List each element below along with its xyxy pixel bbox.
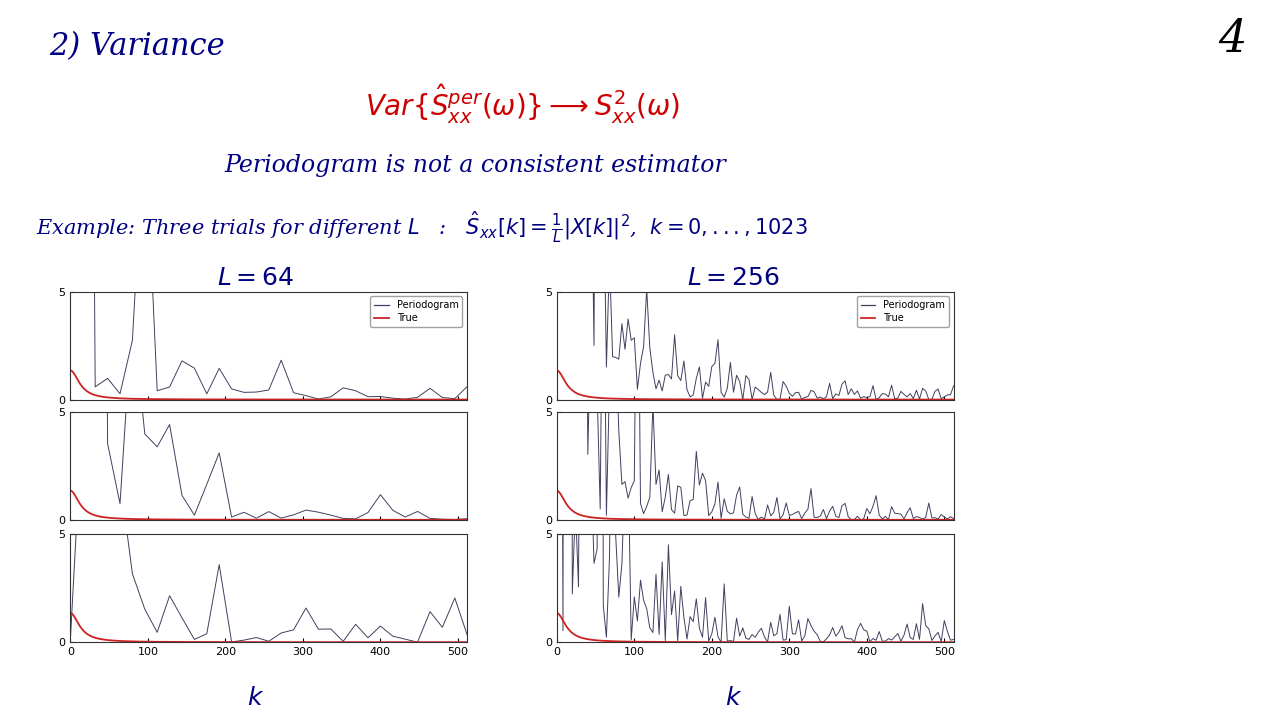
Text: Example: Three trials for different $L$   :   $\hat{S}_{xx}[k]=\frac{1}{L}|X[k]|: Example: Three trials for different $L$ … bbox=[36, 209, 808, 245]
Text: $Var\{\hat{S}_{xx}^{per}(\omega)\} \longrightarrow S_{xx}^{2}(\omega)$: $Var\{\hat{S}_{xx}^{per}(\omega)\} \long… bbox=[365, 82, 680, 127]
Text: 4: 4 bbox=[1219, 18, 1247, 61]
Text: $k$: $k$ bbox=[724, 687, 742, 710]
Text: $L=256$: $L=256$ bbox=[687, 267, 780, 290]
Legend: Periodogram, True: Periodogram, True bbox=[856, 297, 948, 327]
Legend: Periodogram, True: Periodogram, True bbox=[370, 297, 462, 327]
Text: $k$: $k$ bbox=[247, 687, 265, 710]
Text: Periodogram is not a consistent estimator: Periodogram is not a consistent estimato… bbox=[224, 154, 726, 177]
Text: 2) Variance: 2) Variance bbox=[49, 31, 224, 63]
Text: $L=64$: $L=64$ bbox=[218, 267, 294, 290]
